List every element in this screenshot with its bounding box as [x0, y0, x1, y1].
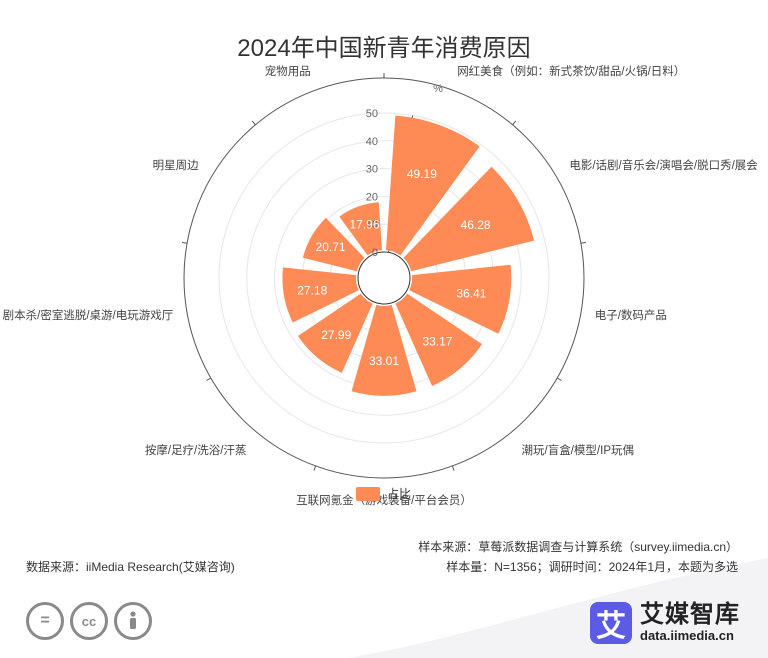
category-tick: [451, 465, 455, 471]
category-tick: [206, 377, 212, 381]
radial-tick-label: 20: [366, 191, 378, 203]
radial-tick-label: 0: [372, 247, 378, 259]
bar-value-label: 49.19: [407, 167, 437, 181]
category-tick: [251, 120, 256, 126]
bar-sector[interactable]: [351, 304, 417, 396]
bar-sector[interactable]: [282, 267, 359, 323]
grid-ring: [246, 140, 522, 416]
radial-tick-label: 10: [366, 219, 378, 231]
bar-value-label: 27.99: [321, 328, 351, 342]
legend[interactable]: 占比: [356, 486, 411, 501]
category-tick: [313, 465, 317, 471]
category-label: 网红美食（例如：新式茶饮/甜品/火锅/日料）: [457, 64, 685, 78]
data-source: 数据来源：iiMedia Research(艾媒咨询): [26, 560, 235, 574]
bar-value-label: 36.41: [456, 286, 486, 300]
license-badges: = cc: [26, 602, 158, 640]
brand-url: data.iimedia.cn: [640, 628, 734, 643]
brand-logo: 艾: [590, 602, 632, 644]
category-label: 按摩/足疗/洗浴/汗蒸: [145, 443, 247, 457]
legend-label: 占比: [387, 486, 411, 501]
bar-value-label: 17.96: [350, 217, 380, 231]
sample-source: 样本来源：草莓派数据调查与计算系统（survey.iimedia.cn）: [418, 540, 738, 554]
radial-tick-label: 50: [366, 108, 378, 120]
sample-size: 样本量：N=1356；调研时间：2024年1月，本题为多选: [446, 560, 738, 574]
radial-tick-label: 40: [366, 136, 378, 148]
brand-name: 艾媒智库: [640, 601, 740, 628]
cc-icon: cc: [70, 602, 108, 640]
inner-axis-ring: [357, 251, 411, 305]
bar-sector[interactable]: [302, 217, 365, 272]
bar-sector[interactable]: [403, 166, 535, 272]
bar-value-label: 33.17: [422, 335, 452, 349]
unit-label: %: [433, 83, 443, 95]
bar-value-label: 33.01: [369, 354, 399, 368]
bar-value-label: 46.28: [461, 218, 491, 232]
category-label: 剧本杀/密室逃脱/桌游/电玩游戏厅: [3, 308, 174, 322]
bar-sector[interactable]: [409, 264, 512, 334]
labels: 0 10 20 30 40 50% 49.19 46.28 36.41 33.17 33.01 27.…: [3, 64, 759, 507]
brand: 艾 艾媒智库 data.iimedia.cn: [590, 602, 740, 644]
category-tick: [182, 241, 188, 244]
equals-icon: =: [26, 602, 64, 640]
person-icon: [114, 602, 152, 640]
decorative-swoosh: [348, 558, 768, 658]
bar-sector[interactable]: [385, 115, 480, 256]
category-tick: [580, 241, 586, 244]
chart-title: 2024年中国新青年消费原因: [237, 35, 530, 62]
category-label: 电影/话剧/音乐会/演唱会/脱口秀/展会: [569, 158, 758, 172]
bar-value-label: 27.18: [297, 284, 327, 298]
legend-swatch: [356, 487, 380, 501]
grid-ring: [218, 112, 550, 444]
category-label: 宠物用品: [265, 64, 311, 78]
polar-grid: [182, 73, 586, 479]
radial-tick-label: 30: [366, 164, 378, 176]
bar-sector[interactable]: [395, 293, 483, 386]
bar-sector[interactable]: [339, 202, 383, 256]
bar-sector[interactable]: [297, 293, 373, 373]
category-label: 潮玩/盲盒/模型/IP玩偶: [522, 443, 634, 457]
category-label: 明星周边: [153, 159, 199, 172]
category-tick: [556, 377, 562, 381]
bar-value-label: 20.71: [316, 240, 346, 254]
category-label: 互联网氪金（游戏装备/平台会员）: [296, 493, 472, 507]
category-label: 电子/数码产品: [595, 308, 667, 322]
category-tick: [512, 120, 517, 126]
bars: [282, 115, 535, 396]
